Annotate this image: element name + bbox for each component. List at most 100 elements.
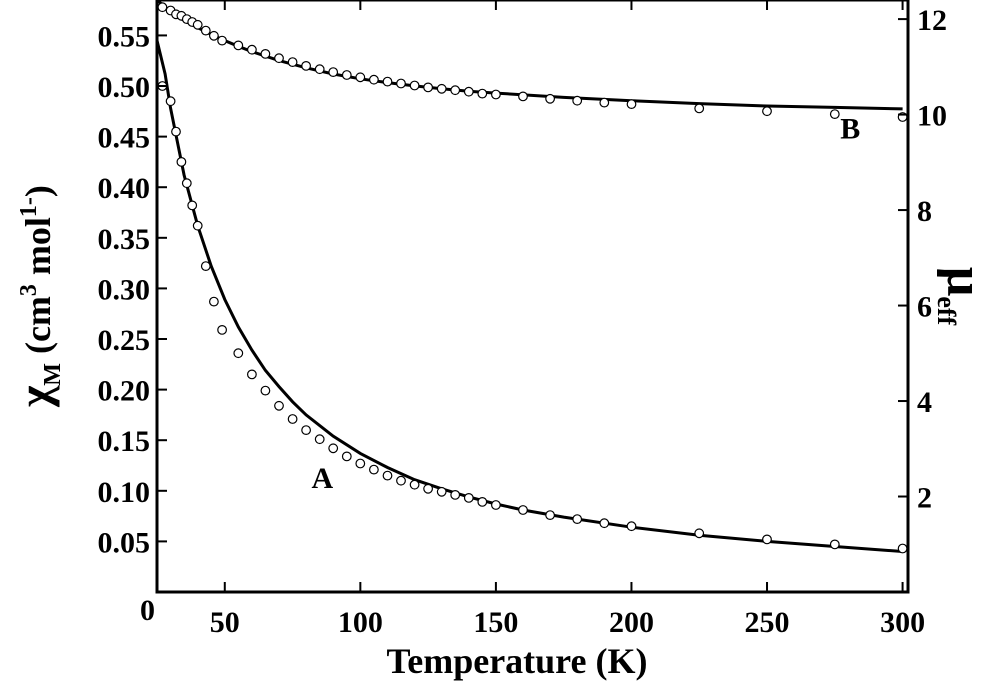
data-point-a-10 [233,348,244,359]
data-point-b-10 [233,40,244,51]
data-point-a-37 [829,539,840,550]
data-point-b-29 [491,89,501,100]
data-point-a-35 [694,528,705,539]
data-point-b-34 [626,99,637,109]
data-point-a-14 [287,414,298,424]
y-right-subscript: eff [932,296,961,325]
y-left-subscript: M [40,363,66,386]
y-right-tick-label-6: 6 [917,291,932,324]
data-point-a-1 [165,96,176,107]
data-point-a-20 [369,464,379,475]
x-tick-label-200: 200 [609,606,654,639]
data-point-a-28 [477,497,488,507]
y-left-tick-label-0.10: 0.10 [98,476,151,509]
data-point-a-5 [187,200,198,211]
data-point-b-17 [328,67,339,77]
y-right-tick-label-12: 12 [917,4,947,37]
y-left-tick-label-0.40: 0.40 [98,172,151,205]
x-tick-label-100: 100 [338,606,383,639]
data-point-a-12 [260,385,271,396]
data-point-b-24 [423,82,434,93]
data-point-b-30 [518,91,528,102]
tick-labels: 50 100 150 200 250 3000.050.100.150.200.250.3… [98,4,948,639]
y-left-unit-pre: (cm [18,296,58,363]
data-point-b-9 [217,35,228,46]
data-point-a-27 [463,493,474,503]
y-left-tick-label-0.50: 0.50 [98,71,151,104]
data-point-b-15 [301,61,312,71]
data-point-a-21 [382,470,393,481]
data-point-b-28 [477,88,488,99]
curve-label-a: A [312,462,334,495]
data-point-a-32 [572,514,583,524]
data-point-a-26 [450,490,461,500]
data-point-b-6 [192,19,203,30]
data-point-b-14 [287,57,298,67]
y-right-tick-label-2: 2 [917,482,932,515]
y-left-tick-label-0.45: 0.45 [98,122,151,155]
x-tick-label-250: 250 [745,606,790,639]
data-point-b-13 [274,53,284,64]
origin-label: 0 [140,594,155,627]
data-point-b-16 [314,64,325,75]
y-left-tick-label-0.05: 0.05 [98,526,151,559]
data-point-a-16 [314,434,325,445]
data-point-b-21 [382,76,393,87]
data-point-b-23 [409,80,420,91]
y-left-tick-label-0.35: 0.35 [98,223,151,256]
y-left-tick-label-0.20: 0.20 [98,375,151,408]
data-point-a-29 [491,500,501,510]
data-point-b-32 [572,95,583,106]
y-left-unit-sup2: 1- [16,197,42,217]
data-point-a-11 [246,369,257,380]
data-point-a-33 [599,518,610,529]
data-point-a-15 [301,425,312,436]
data-point-b-37 [829,109,840,119]
data-point-a-34 [626,521,637,532]
plot-frame [155,0,910,594]
data-point-a-3 [176,156,187,167]
data-point-b-7 [200,25,211,36]
data-point-b-35 [694,103,705,114]
x-axis-title: Temperature (K) [387,641,648,681]
data-point-a-17 [328,443,339,454]
data-point-b-12 [260,49,271,59]
data-point-a-23 [409,479,420,490]
y-left-axis-title: χM (cm3 mol1-) [9,185,66,408]
x-tick-label-300: 300 [880,606,925,639]
y-left-tick-label-0.55: 0.55 [98,20,151,53]
y-left-symbol: χ [9,385,60,408]
y-right-symbol: μ [936,267,993,296]
data-point-b-27 [463,86,474,97]
data-point-b-8 [208,30,219,41]
data-point-b-0 [157,2,168,13]
x-tick-label-150: 150 [473,606,518,639]
data-point-b-19 [355,72,366,83]
axis-ticks [157,0,908,592]
data-point-a-4 [181,178,192,189]
curve-label-b: B [840,112,860,145]
y-right-tick-label-4: 4 [917,386,932,419]
plot-area [155,0,910,594]
fit-curve-a [155,40,903,553]
data-point-b-22 [396,78,406,89]
data-point-b-11 [246,44,257,55]
data-point-b-20 [369,74,379,85]
data-point-a-19 [355,458,366,469]
y-right-tick-label-8: 8 [917,195,932,228]
data-point-a-18 [341,451,352,462]
data-point-b-36 [762,106,772,117]
data-point-a-24 [423,483,434,494]
data-points [157,2,908,554]
data-point-a-38 [897,543,908,554]
y-left-unit-post: ) [18,185,58,197]
data-point-b-25 [436,83,447,94]
data-point-a-13 [274,400,284,411]
data-point-a-9 [217,325,228,335]
data-point-a-36 [762,534,772,545]
data-point-a-30 [518,505,528,515]
data-point-b-18 [341,70,352,80]
data-point-a-7 [200,261,211,272]
data-point-b-26 [450,85,461,96]
